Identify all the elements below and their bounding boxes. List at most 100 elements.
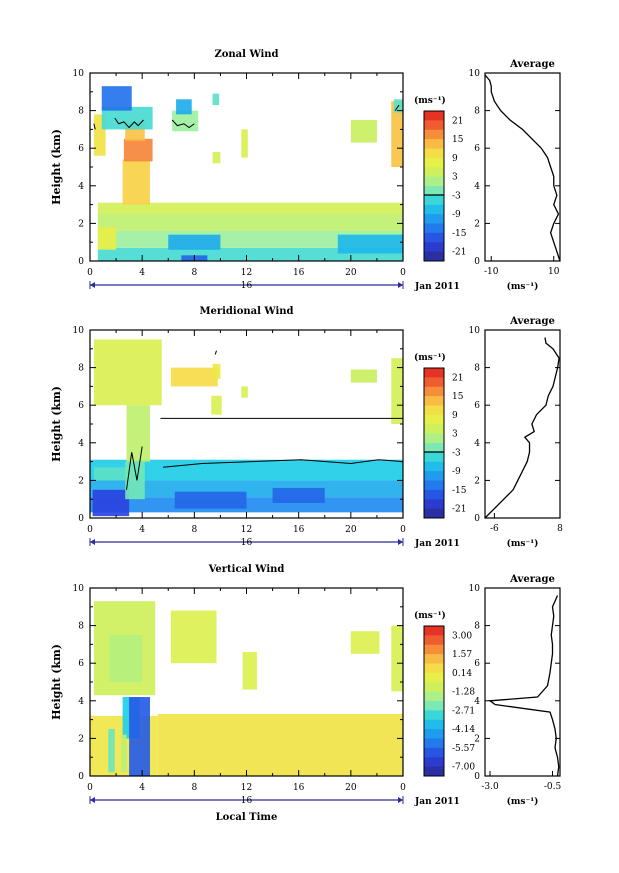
heatmap-patch-10 xyxy=(93,114,106,156)
date-label: 16 xyxy=(241,796,253,806)
x-axis-label: Local Time xyxy=(216,812,278,823)
colorbar-segment xyxy=(424,701,444,711)
colorbar-tick-label: 9 xyxy=(452,154,458,164)
panel-title: Vertical Wind xyxy=(208,564,285,575)
colorbar-segment xyxy=(424,176,444,187)
average-x-tick-label: -6 xyxy=(490,524,499,534)
date-bar-left-arrow xyxy=(90,539,95,545)
colorbar-tick-label: -9 xyxy=(452,467,461,477)
average-y-tick-label: 6 xyxy=(474,144,480,154)
heatmap-patch-3 xyxy=(97,202,403,214)
average-x-axis-label: (ms⁻¹) xyxy=(507,281,539,292)
heatmap-patch-5 xyxy=(272,487,325,503)
y-tick-label: 10 xyxy=(73,69,85,79)
heatmap-cells xyxy=(90,601,403,776)
colorbar-tick-label: 21 xyxy=(452,116,463,126)
x-tick-label: 20 xyxy=(345,268,357,278)
colorbar-tick-label: -7.00 xyxy=(452,763,475,773)
x-tick-label: 0 xyxy=(400,525,406,535)
heatmap-patch-2 xyxy=(97,214,403,231)
heatmap-cells xyxy=(90,339,403,517)
heatmap-patch-15 xyxy=(391,358,403,424)
colorbar-tick-label: -3 xyxy=(452,191,461,201)
colorbar-segment xyxy=(424,691,444,702)
colorbar-segment xyxy=(424,719,444,730)
x-tick-label: 4 xyxy=(139,525,145,535)
average-y-tick-label: 4 xyxy=(474,697,480,707)
y-tick-label: 2 xyxy=(78,476,84,486)
colorbar-segment xyxy=(424,148,444,159)
average-profile-line xyxy=(484,74,561,262)
heatmap-patch-11 xyxy=(391,625,403,692)
heatmap-patch-9 xyxy=(242,651,257,690)
heatmap-patch-15 xyxy=(212,93,220,105)
heatmap-patch-4 xyxy=(97,227,117,250)
colorbar-tick-label: 21 xyxy=(452,373,463,383)
colorbar-segment xyxy=(424,232,444,243)
colorbar-tick-label: 15 xyxy=(452,392,464,402)
colorbar-segment xyxy=(424,508,444,519)
heatmap-patch-9 xyxy=(93,339,162,406)
heatmap-patch-5 xyxy=(168,234,221,250)
average-y-tick-label: 6 xyxy=(474,659,480,669)
heatmap-patch-6 xyxy=(337,234,403,254)
heatmap-patch-18 xyxy=(350,120,377,143)
heatmap-patch-4 xyxy=(174,491,247,509)
colorbar-segment xyxy=(424,738,444,749)
colorbar-segment xyxy=(424,672,444,683)
average-y-tick-label: 2 xyxy=(474,476,480,486)
colorbar-segment xyxy=(424,167,444,178)
y-tick-label: 0 xyxy=(78,257,84,267)
colorbar-unit: (ms⁻¹) xyxy=(414,610,446,621)
y-tick-label: 0 xyxy=(78,772,84,782)
colorbar-tick-label: -15 xyxy=(452,229,467,239)
x-tick-label: 0 xyxy=(400,783,406,793)
heatmap-patch-0 xyxy=(97,247,403,261)
x-tick-label: 12 xyxy=(241,525,252,535)
average-title: Average xyxy=(509,59,555,70)
y-axis-label: Height (km) xyxy=(50,644,63,720)
colorbar-tick-label: 3.00 xyxy=(452,631,472,641)
heatmap-patch-7 xyxy=(122,159,150,205)
heatmap-patch-11 xyxy=(212,363,221,379)
heatmap-patch-14 xyxy=(350,369,377,383)
heatmap-patch-3 xyxy=(109,635,143,682)
heatmap-patch-17 xyxy=(212,151,221,164)
panel-title: Meridional Wind xyxy=(199,306,293,317)
colorbar-tick-label: -21 xyxy=(452,248,467,258)
colorbar-segment xyxy=(424,120,444,131)
y-tick-label: 2 xyxy=(78,219,84,229)
heatmap-patch-14 xyxy=(176,99,192,115)
average-x-tick-label: -3.0 xyxy=(481,782,499,792)
colorbar-tick-label: -9 xyxy=(452,210,461,220)
x-tick-label: 4 xyxy=(139,783,145,793)
contour-line-0 xyxy=(114,117,144,129)
colorbar-tick-label: -5.57 xyxy=(452,744,475,754)
colorbar-frame xyxy=(423,367,445,519)
colorbar-segment xyxy=(424,186,444,196)
panel-title: Zonal Wind xyxy=(214,49,278,60)
colorbar-tick-label: 9 xyxy=(452,411,458,421)
y-tick-label: 4 xyxy=(78,182,84,192)
colorbar-segment xyxy=(424,195,444,206)
y-tick-label: 2 xyxy=(78,734,84,744)
average-title: Average xyxy=(509,574,555,585)
average-x-axis-label: (ms⁻¹) xyxy=(507,796,539,807)
colorbar-segment xyxy=(424,405,444,416)
colorbar-segment xyxy=(424,424,444,435)
x-tick-label: 4 xyxy=(139,268,145,278)
average-title: Average xyxy=(509,316,555,327)
average-y-tick-label: 10 xyxy=(469,326,481,336)
heatmap-patch-1 xyxy=(157,713,403,776)
heatmap-patch-8 xyxy=(125,461,145,500)
x-tick-label: 8 xyxy=(191,525,197,535)
colorbar-unit: (ms⁻¹) xyxy=(414,95,446,106)
average-x-tick-label: -10 xyxy=(484,267,499,277)
colorbar-tick-label: -2.71 xyxy=(452,706,475,716)
colorbar-segment xyxy=(424,729,444,739)
colorbar-segment xyxy=(424,635,444,646)
contour-line-1 xyxy=(171,119,195,129)
x-tick-label: 20 xyxy=(345,783,357,793)
